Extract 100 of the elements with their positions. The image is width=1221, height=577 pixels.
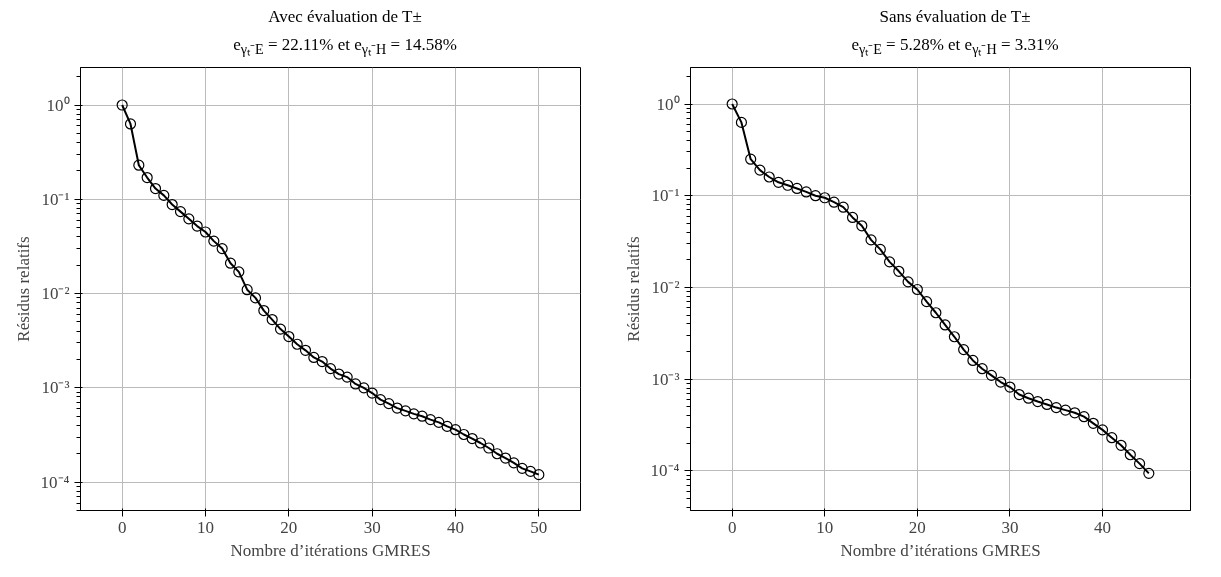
point bbox=[791, 182, 803, 195]
point bbox=[1106, 432, 1118, 444]
point bbox=[441, 420, 453, 432]
point bbox=[333, 368, 345, 380]
point bbox=[491, 448, 503, 460]
x-tick-label: 0 bbox=[727, 517, 737, 537]
point bbox=[233, 266, 245, 278]
point bbox=[911, 283, 923, 296]
point bbox=[341, 371, 353, 383]
point bbox=[416, 410, 428, 422]
point bbox=[902, 276, 914, 288]
x-tick-label: 10 bbox=[197, 517, 214, 537]
point bbox=[800, 186, 812, 198]
point bbox=[383, 398, 395, 410]
point bbox=[133, 159, 145, 171]
point bbox=[1004, 381, 1016, 393]
point bbox=[199, 226, 212, 238]
point bbox=[1096, 424, 1109, 436]
x-tick-label: 40 bbox=[1094, 517, 1112, 537]
point bbox=[141, 171, 153, 184]
point bbox=[1032, 395, 1044, 408]
point bbox=[754, 164, 766, 176]
point bbox=[266, 313, 278, 326]
point bbox=[374, 394, 387, 406]
point bbox=[958, 344, 970, 356]
point bbox=[516, 462, 528, 474]
x-tick-label: 30 bbox=[1001, 517, 1019, 537]
point bbox=[967, 354, 979, 367]
point bbox=[324, 363, 337, 375]
point bbox=[358, 382, 370, 394]
point bbox=[809, 190, 822, 202]
point bbox=[1041, 398, 1053, 411]
point bbox=[856, 220, 868, 232]
point bbox=[1133, 458, 1146, 470]
point bbox=[408, 408, 420, 420]
point bbox=[124, 118, 137, 130]
x-axis-title: Nombre d’itérations GMRES bbox=[840, 540, 1041, 560]
point bbox=[308, 351, 320, 364]
y-tick-label: 10⁰ bbox=[656, 94, 680, 114]
point bbox=[166, 198, 178, 211]
y-tick-label: 10⁻² bbox=[41, 284, 70, 304]
point bbox=[241, 284, 253, 296]
y-tick-label: 10⁰ bbox=[46, 95, 70, 115]
x-tick-label: 40 bbox=[447, 517, 464, 537]
point bbox=[1124, 449, 1136, 461]
point bbox=[466, 432, 478, 445]
point bbox=[224, 257, 237, 269]
point bbox=[828, 196, 840, 208]
point bbox=[508, 457, 520, 469]
point bbox=[533, 469, 545, 481]
y-axis-title: Résidus relatifs bbox=[13, 236, 33, 342]
point bbox=[424, 414, 437, 426]
point bbox=[149, 182, 162, 195]
point bbox=[948, 331, 960, 343]
point bbox=[291, 338, 303, 350]
y-tick-label: 10⁻⁴ bbox=[650, 461, 680, 481]
point bbox=[258, 304, 270, 317]
point bbox=[772, 176, 785, 188]
point bbox=[349, 378, 362, 390]
x-axis-title: Nombre d’itérations GMRES bbox=[230, 540, 431, 560]
point bbox=[499, 452, 512, 464]
point bbox=[191, 220, 203, 232]
point bbox=[985, 369, 998, 381]
point bbox=[846, 211, 859, 224]
point bbox=[283, 330, 295, 343]
point bbox=[1087, 417, 1099, 429]
point bbox=[939, 319, 951, 331]
x-tick-label: 10 bbox=[816, 517, 834, 537]
chart-subtitle: e$_{γₜ⁻E}$ = 5.28% et e$_{γₜ⁻H}$ = 3.31% bbox=[851, 34, 1059, 60]
point bbox=[1143, 467, 1155, 479]
y-tick-label: 10⁻³ bbox=[651, 369, 680, 389]
x-tick-label: 0 bbox=[117, 517, 127, 537]
point bbox=[930, 307, 942, 319]
point bbox=[458, 428, 470, 441]
point bbox=[921, 296, 933, 308]
chart-title: Avec évaluation de T± bbox=[268, 6, 422, 28]
point bbox=[874, 243, 886, 255]
point bbox=[474, 437, 487, 449]
x-tick-label: 30 bbox=[363, 517, 381, 537]
point bbox=[208, 235, 220, 247]
point bbox=[449, 424, 462, 436]
point bbox=[976, 363, 988, 375]
point bbox=[158, 189, 170, 201]
point bbox=[116, 99, 128, 111]
y-tick-label: 10⁻² bbox=[651, 277, 680, 297]
point bbox=[1013, 388, 1025, 401]
point bbox=[726, 98, 738, 110]
point bbox=[1115, 439, 1127, 451]
y-tick-label: 10⁻¹ bbox=[651, 186, 680, 206]
y-tick-label: 10⁻⁴ bbox=[40, 472, 70, 492]
point bbox=[893, 265, 905, 277]
point bbox=[745, 153, 757, 165]
y-tick-label: 10⁻³ bbox=[41, 378, 70, 398]
point bbox=[735, 116, 748, 128]
point bbox=[316, 355, 328, 368]
chart-subtitle: e$_{γₜ⁻E}$ = 22.11% et e$_{γₜ⁻H}$ = 14.58% bbox=[233, 34, 457, 60]
point bbox=[174, 206, 187, 218]
x-tick-label: 20 bbox=[280, 517, 298, 537]
point bbox=[1050, 402, 1062, 414]
point bbox=[1069, 407, 1081, 419]
